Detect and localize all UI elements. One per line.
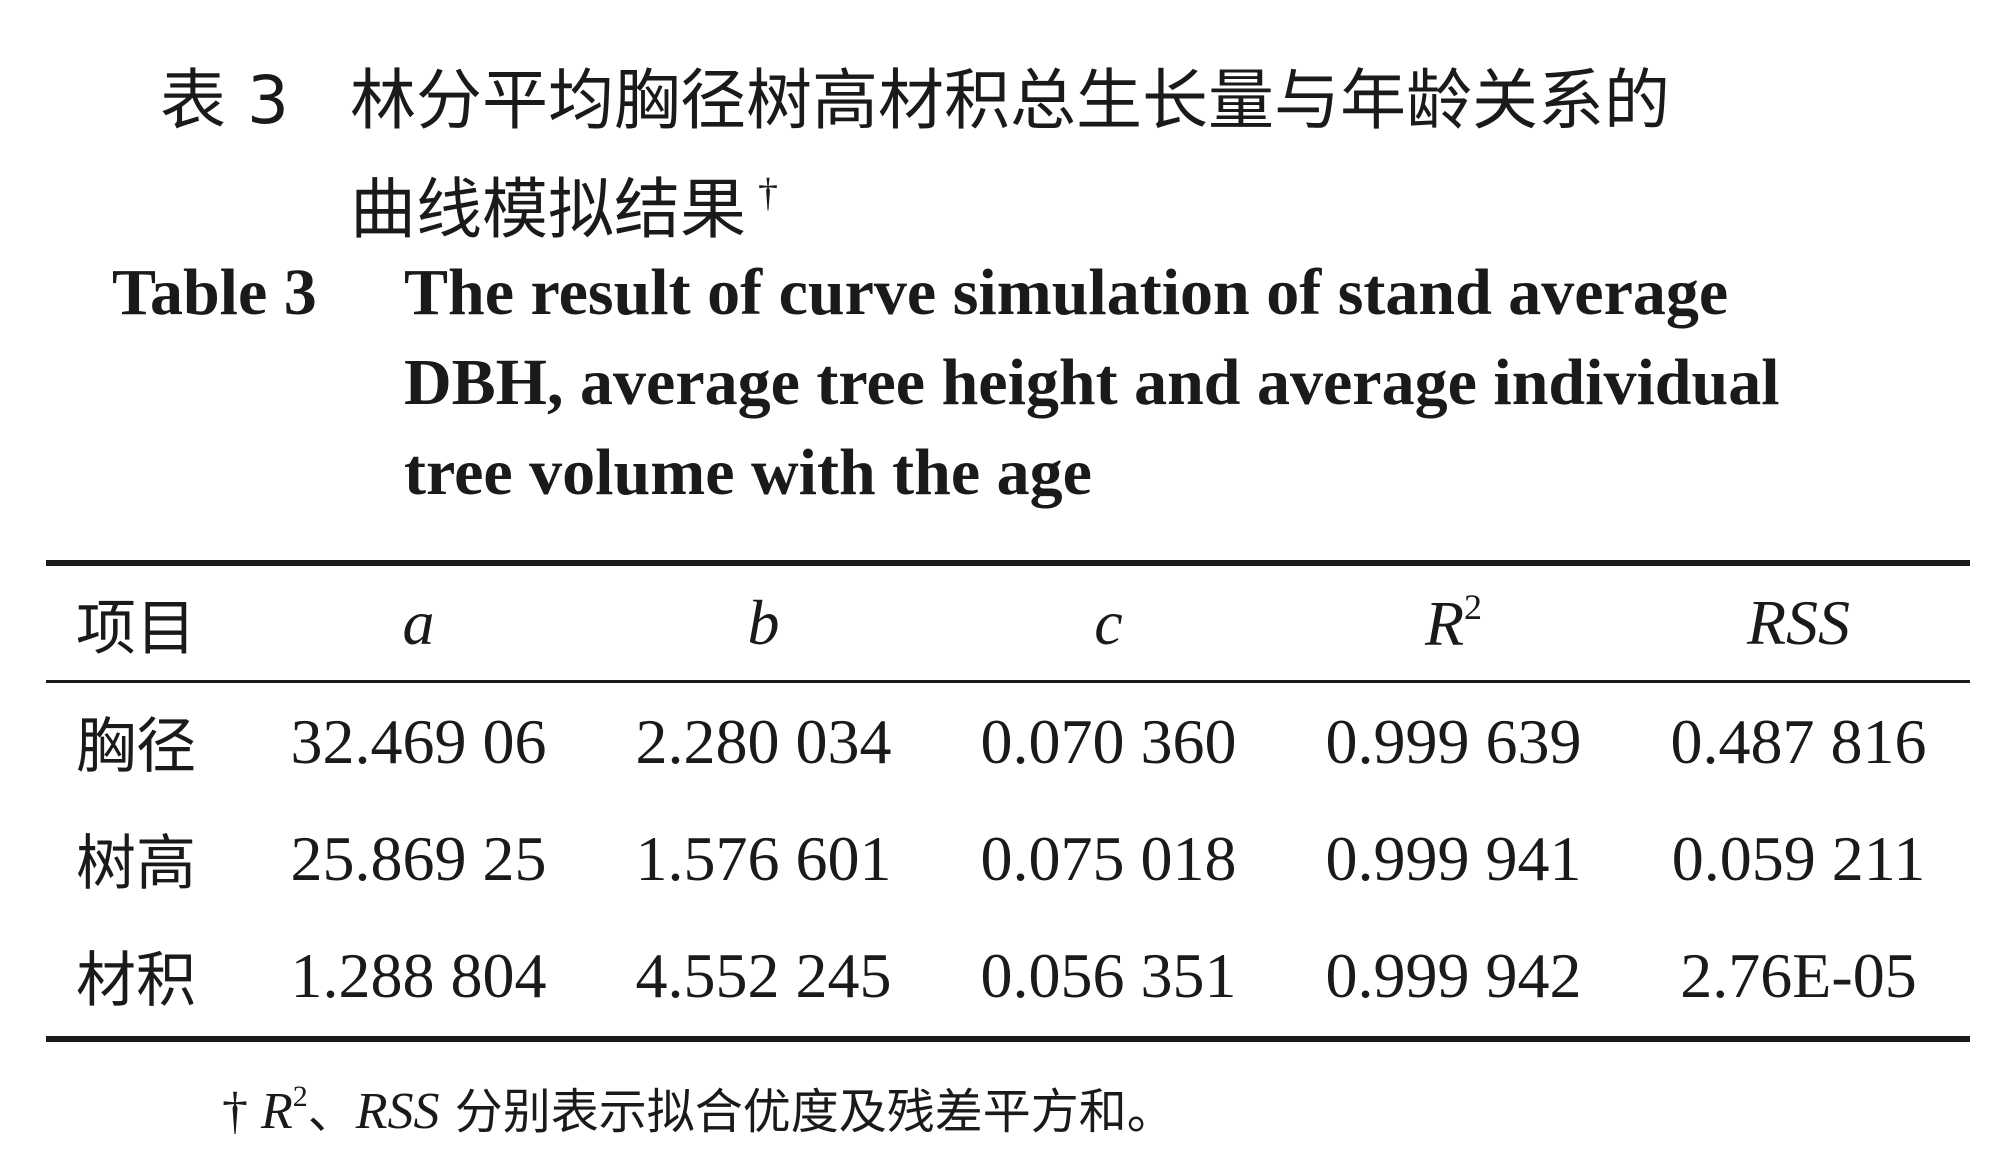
- title-dagger-mark: †: [758, 170, 778, 215]
- title-en-text-2: DBH, average tree height and average ind…: [404, 346, 1780, 419]
- row-item-label: 材积: [76, 946, 196, 1016]
- table-row: 胸径 32.469 06 2.280 034 0.070 360 0.999 6…: [46, 680, 1971, 800]
- cell-a: 32.469 06: [290, 705, 547, 777]
- cell-c: 0.070 360: [980, 705, 1237, 777]
- header-a: a: [402, 587, 435, 658]
- cell-b: 2.280 034: [635, 705, 892, 777]
- table-title-english: Table 3 The result of curve simulation of…: [112, 248, 1780, 518]
- header-rss: RSS: [1746, 587, 1851, 658]
- table-row: 树高 25.869 25 1.576 601 0.075 018 0.999 9…: [46, 800, 1971, 917]
- footnote-rss: RSS: [355, 1083, 440, 1140]
- cell-r-squared: 0.999 639: [1325, 705, 1582, 777]
- table-footnote: † R2、RSS 分别表示拟合优度及残差平方和。: [222, 1062, 1175, 1147]
- row-item-label: 胸径: [76, 712, 196, 782]
- header-b: b: [747, 587, 780, 658]
- footnote-r-superscript: 2: [292, 1080, 308, 1113]
- table-header-row: 项目 a b c R2 RSS: [46, 566, 1971, 680]
- table-number-english: Table 3: [112, 256, 317, 329]
- title-cn-text-2: 曲线模拟结果: [350, 171, 746, 248]
- table-row: 材积 1.288 804 4.552 245 0.056 351 0.999 9…: [46, 917, 1971, 1034]
- cell-b: 4.552 245: [635, 939, 892, 1011]
- cell-a: 25.869 25: [290, 822, 547, 894]
- table-title-english-line1: Table 3 The result of curve simulation of…: [112, 248, 1780, 338]
- table-number-chinese: 表 3: [160, 62, 289, 139]
- cell-rss: 0.059 211: [1671, 822, 1926, 894]
- row-item-label: 树高: [76, 829, 196, 899]
- cell-b: 1.576 601: [635, 822, 892, 894]
- footnote-r-letter: R: [261, 1083, 293, 1140]
- cell-a: 1.288 804: [290, 939, 547, 1011]
- header-r-superscript: 2: [1464, 586, 1483, 627]
- cell-rss: 2.76E-05: [1680, 939, 1917, 1011]
- cell-r-squared: 0.999 941: [1325, 822, 1582, 894]
- header-r-letter: R: [1424, 587, 1465, 659]
- table-title-chinese: 表 3 林分平均胸径树高材积总生长量与年龄关系的 曲线模拟结果 †: [160, 55, 1670, 256]
- title-en-text-1: The result of curve simulation of stand …: [404, 256, 1729, 329]
- table-title-chinese-line1: 表 3 林分平均胸径树高材积总生长量与年龄关系的: [160, 55, 1670, 147]
- footnote-dagger: †: [222, 1083, 248, 1140]
- header-c: c: [1094, 587, 1123, 658]
- table-header-rule: [46, 680, 1970, 683]
- table-bottom-rule: [46, 1036, 1970, 1042]
- results-table: 项目 a b c R2 RSS 胸径 32.469 06 2.280 034 0…: [46, 566, 1971, 1034]
- cell-c: 0.056 351: [980, 939, 1237, 1011]
- title-cn-text-1: 林分平均胸径树高材积总生长量与年龄关系的: [350, 62, 1670, 139]
- table-title-chinese-line2: 曲线模拟结果 †: [160, 147, 1670, 256]
- header-r-squared: R2: [1281, 566, 1626, 680]
- footnote-text: 分别表示拟合优度及残差平方和。: [439, 1084, 1175, 1140]
- cell-c: 0.075 018: [980, 822, 1237, 894]
- title-en-text-3: tree volume with the age: [404, 436, 1092, 509]
- cell-rss: 0.487 816: [1670, 705, 1927, 777]
- table-top-rule: [46, 560, 1970, 566]
- cell-r-squared: 0.999 942: [1325, 939, 1582, 1011]
- footnote-separator: 、: [307, 1084, 356, 1140]
- header-item: 项目: [76, 593, 196, 664]
